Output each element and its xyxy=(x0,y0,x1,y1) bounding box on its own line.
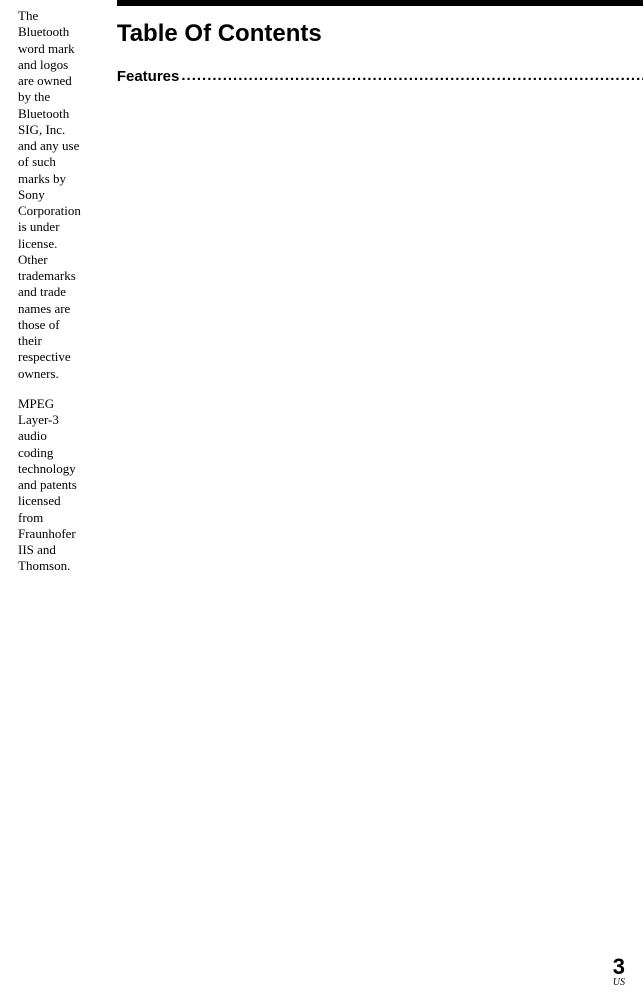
toc-body: Features 4 xyxy=(117,68,643,87)
toc-label-text: Features xyxy=(117,68,180,87)
page-footer: 3 US xyxy=(613,956,625,988)
toc-leader-dots xyxy=(179,67,643,86)
toc-title: Table Of Contents xyxy=(117,20,643,48)
region-code: US xyxy=(613,978,625,988)
page-content: The Bluetooth word mark and logos are ow… xyxy=(0,0,643,589)
legal-text-mpeg: MPEG Layer-3 audio coding technology and… xyxy=(18,396,81,575)
page-number: 3 xyxy=(613,956,625,978)
legal-text-bluetooth: The Bluetooth word mark and logos are ow… xyxy=(18,8,81,382)
header-bar xyxy=(117,0,643,6)
right-column: Table Of Contents Features 4 xyxy=(117,0,643,589)
toc-section: Features 4 xyxy=(117,68,643,87)
left-column: The Bluetooth word mark and logos are ow… xyxy=(18,0,81,589)
